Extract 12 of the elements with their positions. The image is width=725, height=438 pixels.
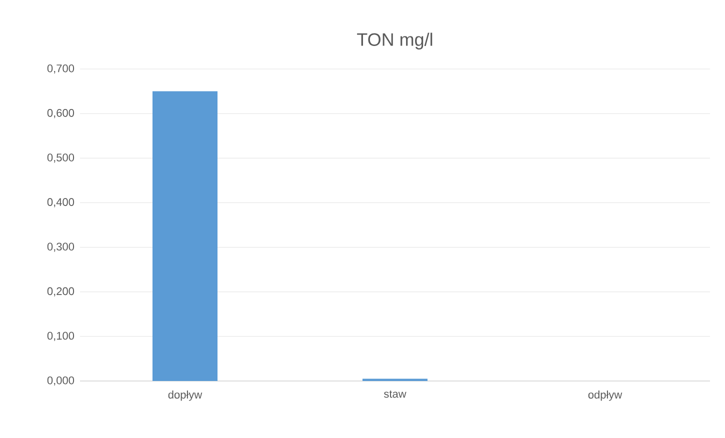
y-tick-label: 0,100 [47, 332, 74, 341]
y-tick-label: 0,300 [47, 242, 74, 252]
y-tick-label: 0,500 [47, 154, 74, 163]
x-tick-label: dopływ [168, 390, 202, 401]
x-tick-label: staw [384, 390, 406, 398]
y-tick-label: 0,000 [47, 376, 74, 386]
y-tick-label: 0,200 [47, 287, 74, 296]
y-tick-label: 0,600 [47, 109, 74, 118]
y-tick-label: 0,400 [47, 198, 74, 208]
x-tick-label: odpływ [588, 390, 622, 401]
chart-title: TON mg/l [357, 32, 432, 50]
y-tick-label: 0,700 [47, 64, 74, 74]
